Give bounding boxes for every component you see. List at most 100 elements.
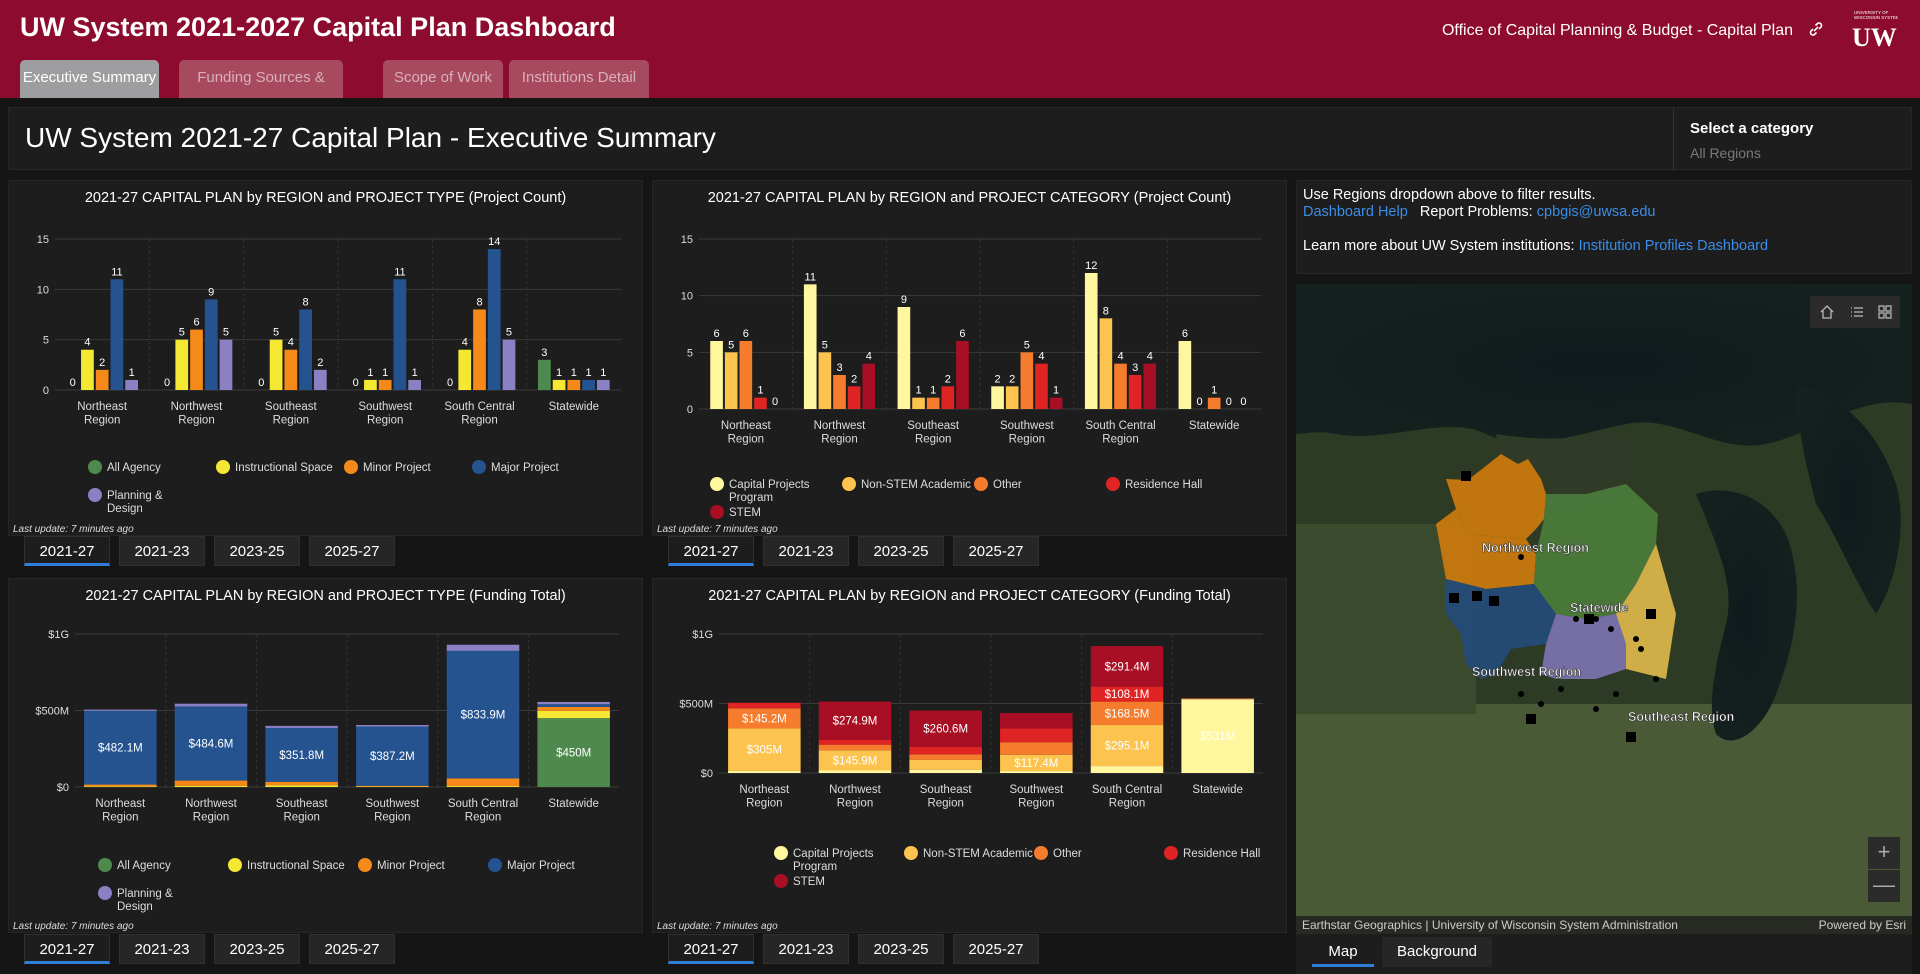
data-label: 1: [915, 385, 921, 397]
tab-2025-27[interactable]: 2025-27: [953, 934, 1039, 964]
last-update: Last update: 7 minutes ago: [657, 524, 778, 535]
bar-segment: [818, 739, 892, 745]
legend-label: All Agency: [107, 462, 161, 474]
x-tick-label: Southwest: [1009, 784, 1064, 796]
region-statewide[interactable]: [1534, 484, 1658, 619]
bar-segment: [1000, 728, 1073, 743]
map-canvas[interactable]: Northwest Region Statewide Southwest Reg…: [1296, 284, 1912, 934]
legend-marker: [228, 858, 242, 872]
tab-2023-25[interactable]: 2023-25: [214, 536, 300, 566]
x-tick-label: Statewide: [549, 401, 600, 413]
bar: [833, 375, 846, 409]
data-label: 1: [1053, 385, 1059, 397]
bar-segment: [446, 650, 520, 779]
tab-2025-27[interactable]: 2025-27: [953, 536, 1039, 566]
office-link[interactable]: Office of Capital Planning & Budget - Ca…: [1441, 22, 1793, 39]
email-link[interactable]: cpbgis@uwsa.edu: [1536, 204, 1656, 220]
region-southwest[interactable]: [1446, 579, 1556, 679]
x-tick-label: Southeast: [920, 784, 973, 796]
zoom-out-button[interactable]: —: [1868, 870, 1900, 902]
bar: [502, 339, 516, 390]
tab-background[interactable]: Background: [1382, 937, 1492, 967]
tab-map[interactable]: Map: [1312, 937, 1374, 967]
x-tick-label: Region: [193, 812, 229, 824]
bar-segment: [1000, 742, 1073, 755]
bar-segment: [909, 754, 982, 760]
tab-2025-27[interactable]: 2025-27: [309, 536, 395, 566]
map-label-southwest: Southwest Region: [1472, 665, 1581, 679]
data-label: $145.9M: [833, 755, 878, 767]
data-label: 4: [84, 337, 90, 349]
x-tick-label: Region: [915, 434, 951, 446]
tab-2021-27[interactable]: 2021-27: [668, 934, 754, 964]
tab-2025-27[interactable]: 2025-27: [309, 934, 395, 964]
y-tick-label: 15: [37, 234, 49, 246]
data-label: $260.6M: [923, 724, 968, 736]
x-tick-label: Northwest: [185, 798, 238, 810]
legend-marker: [88, 488, 102, 502]
x-tick-label: Region: [374, 812, 410, 824]
tab-2021-27[interactable]: 2021-27: [24, 934, 110, 964]
bar: [364, 379, 377, 390]
legend-marker: [774, 846, 788, 860]
tab-scope-of-work[interactable]: Scope of Work: [383, 60, 503, 98]
data-label: 5: [728, 339, 734, 351]
last-update: Last update: 7 minutes ago: [13, 921, 134, 932]
app-title: UW System 2021-2027 Capital Plan Dashboa…: [20, 12, 616, 42]
tab-2021-23[interactable]: 2021-23: [119, 934, 205, 964]
bar: [110, 279, 124, 390]
tab-2021-23[interactable]: 2021-23: [763, 536, 849, 566]
bar-segment: [1090, 725, 1164, 767]
bar: [582, 379, 595, 390]
lake-superior: [1296, 284, 1912, 446]
data-label: 0: [164, 377, 170, 389]
tab-2021-27[interactable]: 2021-27: [668, 536, 754, 566]
data-label: 1: [556, 367, 562, 379]
tab-2021-23[interactable]: 2021-23: [119, 536, 205, 566]
zoom-in-button[interactable]: +: [1868, 837, 1900, 869]
tab-executive-summary[interactable]: Executive Summary: [20, 60, 159, 98]
y-tick-label: $500M: [35, 706, 69, 718]
bar-segment: [1000, 771, 1073, 773]
category-select[interactable]: Select a category All Regions: [1673, 108, 1913, 171]
legend-label: Capital Projects: [729, 479, 810, 491]
tab-institutions-detail[interactable]: Institutions Detail: [509, 60, 649, 98]
chart-panel-category-count: 2021-27 CAPITAL PLAN by REGION and PROJE…: [652, 180, 1287, 536]
dashboard-help-link[interactable]: Dashboard Help: [1303, 204, 1408, 220]
tab-2023-25[interactable]: 2023-25: [858, 536, 944, 566]
basemap-gallery-icon[interactable]: [1876, 303, 1894, 321]
bar-segment: [909, 710, 982, 747]
legend-marker: [1034, 846, 1048, 860]
tab-2021-23[interactable]: 2021-23: [763, 934, 849, 964]
tab-2021-27[interactable]: 2021-27: [24, 536, 110, 566]
legend-list-icon[interactable]: [1848, 303, 1866, 321]
x-tick-label: Statewide: [548, 798, 599, 810]
x-tick-label: Region: [1018, 798, 1054, 810]
tab-2023-25[interactable]: 2023-25: [214, 934, 300, 964]
home-icon[interactable]: [1818, 303, 1836, 321]
region-northwest-south[interactable]: [1436, 509, 1536, 589]
legend-label: Program: [793, 861, 837, 873]
map-view[interactable]: Northwest Region Statewide Southwest Reg…: [1296, 284, 1912, 934]
data-label: 5: [273, 327, 279, 339]
x-tick-label: Southwest: [365, 798, 420, 810]
bar-segment: [728, 770, 801, 773]
category-select-value[interactable]: All Regions: [1690, 145, 1761, 161]
bar-segment: [1090, 766, 1164, 773]
data-label: 9: [901, 294, 907, 306]
tab-2023-25[interactable]: 2023-25: [858, 934, 944, 964]
x-tick-label: Region: [273, 415, 309, 427]
powered-by-esri[interactable]: Powered by Esri: [1818, 918, 1906, 932]
legend-label: Planning &: [107, 490, 163, 502]
data-label: 0: [1196, 396, 1202, 408]
bar-segment: [265, 785, 338, 787]
data-label: $274.9M: [833, 716, 878, 728]
data-label: 5: [179, 327, 185, 339]
legend-label: Instructional Space: [235, 462, 333, 474]
region-south-central[interactable]: [1541, 614, 1626, 679]
region-northwest[interactable]: [1446, 454, 1546, 539]
tab-funding-sources[interactable]: Funding Sources & Trends: [179, 60, 343, 122]
institution-profiles-link[interactable]: Institution Profiles Dashboard: [1578, 238, 1769, 254]
link-icon[interactable]: [1807, 20, 1825, 38]
chart-panel-category-funding: 2021-27 CAPITAL PLAN by REGION and PROJE…: [652, 578, 1287, 933]
